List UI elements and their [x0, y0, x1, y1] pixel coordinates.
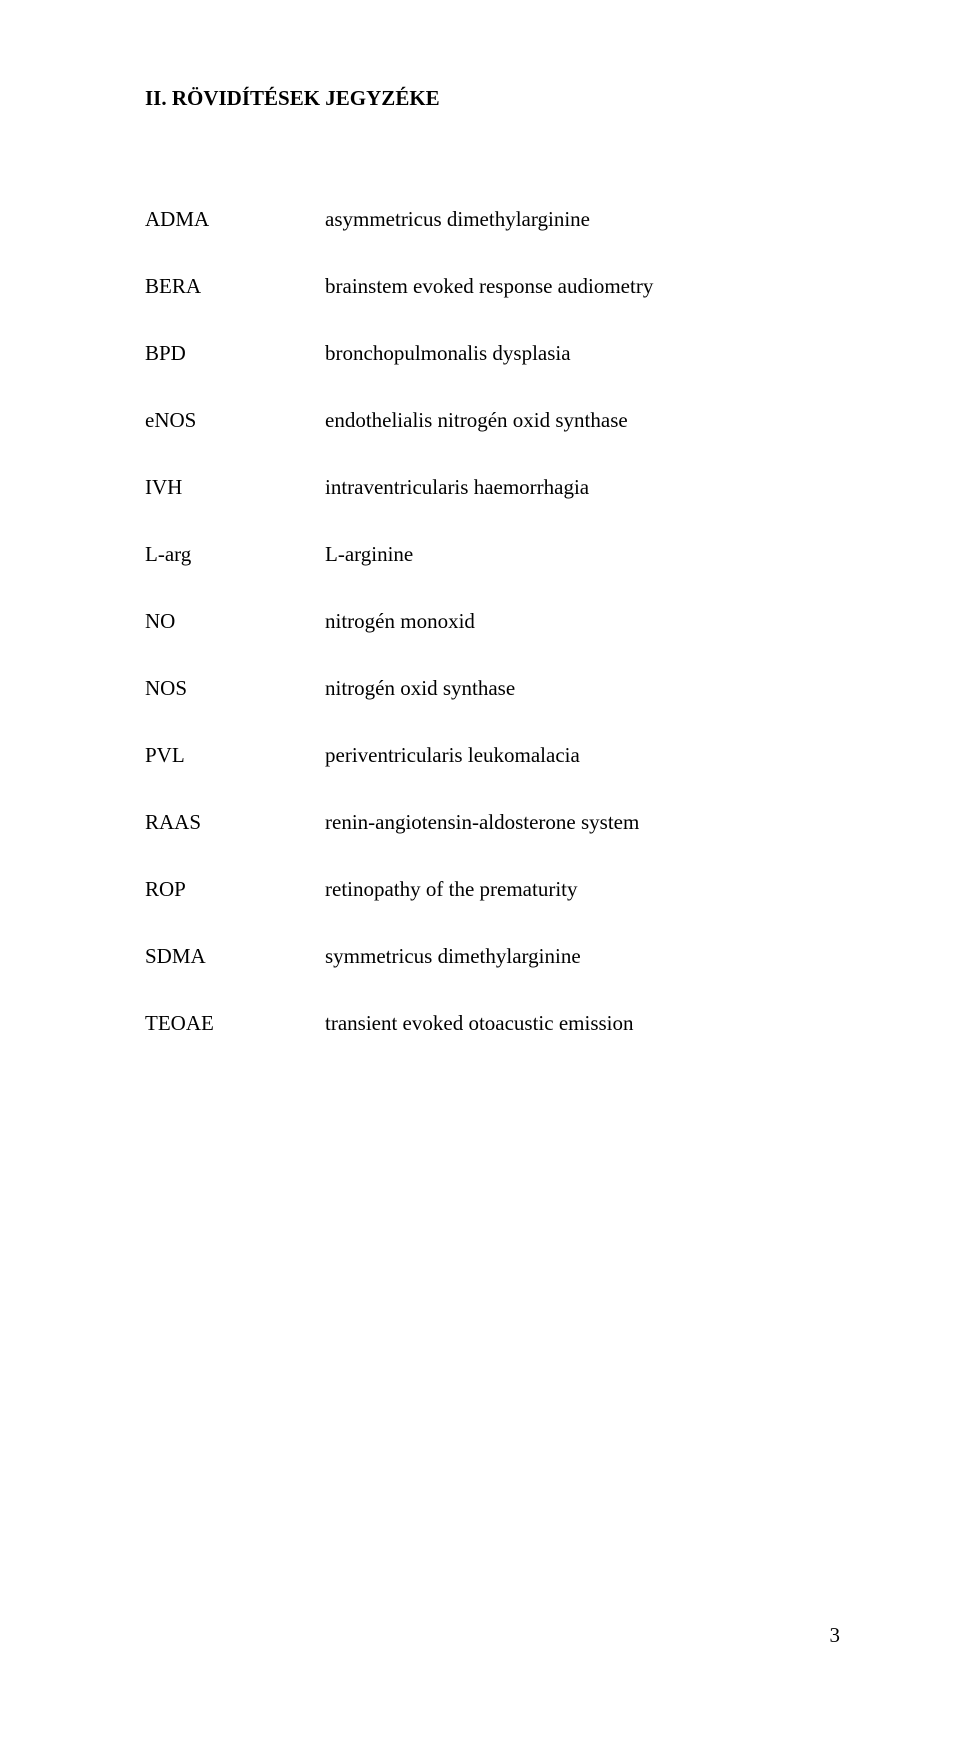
abbrev-term: SDMA [145, 944, 325, 969]
abbrev-row: NOS nitrogén oxid synthase [145, 676, 845, 701]
page-number: 3 [830, 1623, 841, 1648]
abbrev-row: BPD bronchopulmonalis dysplasia [145, 341, 845, 366]
abbrev-term: BPD [145, 341, 325, 366]
abbrev-row: eNOS endothelialis nitrogén oxid synthas… [145, 408, 845, 433]
abbrev-definition: nitrogén monoxid [325, 609, 475, 634]
abbrev-row: SDMA symmetricus dimethylarginine [145, 944, 845, 969]
abbrev-definition: bronchopulmonalis dysplasia [325, 341, 571, 366]
abbrev-definition: symmetricus dimethylarginine [325, 944, 581, 969]
abbrev-definition: renin-angiotensin-aldosterone system [325, 810, 639, 835]
abbrev-term: PVL [145, 743, 325, 768]
abbrev-row: RAAS renin-angiotensin-aldosterone syste… [145, 810, 845, 835]
section-heading: II. RÖVIDÍTÉSEK JEGYZÉKE [145, 86, 845, 111]
abbrev-term: L-arg [145, 542, 325, 567]
abbrev-term: NO [145, 609, 325, 634]
abbrev-definition: retinopathy of the prematurity [325, 877, 578, 902]
abbreviation-list: ADMA asymmetricus dimethylarginine BERA … [145, 207, 845, 1036]
abbrev-row: PVL periventricularis leukomalacia [145, 743, 845, 768]
abbrev-term: eNOS [145, 408, 325, 433]
abbrev-row: L-arg L-arginine [145, 542, 845, 567]
abbrev-definition: brainstem evoked response audiometry [325, 274, 653, 299]
abbrev-row: NO nitrogén monoxid [145, 609, 845, 634]
abbrev-row: TEOAE transient evoked otoacustic emissi… [145, 1011, 845, 1036]
abbrev-term: NOS [145, 676, 325, 701]
abbrev-definition: endothelialis nitrogén oxid synthase [325, 408, 628, 433]
abbrev-definition: nitrogén oxid synthase [325, 676, 515, 701]
abbrev-definition: asymmetricus dimethylarginine [325, 207, 590, 232]
abbrev-term: BERA [145, 274, 325, 299]
abbrev-row: BERA brainstem evoked response audiometr… [145, 274, 845, 299]
abbrev-term: RAAS [145, 810, 325, 835]
abbrev-definition: L-arginine [325, 542, 413, 567]
abbrev-row: ADMA asymmetricus dimethylarginine [145, 207, 845, 232]
abbrev-row: IVH intraventricularis haemorrhagia [145, 475, 845, 500]
abbrev-definition: transient evoked otoacustic emission [325, 1011, 634, 1036]
abbrev-definition: periventricularis leukomalacia [325, 743, 580, 768]
abbrev-row: ROP retinopathy of the prematurity [145, 877, 845, 902]
abbrev-definition: intraventricularis haemorrhagia [325, 475, 589, 500]
abbrev-term: ROP [145, 877, 325, 902]
abbrev-term: IVH [145, 475, 325, 500]
abbrev-term: TEOAE [145, 1011, 325, 1036]
abbrev-term: ADMA [145, 207, 325, 232]
